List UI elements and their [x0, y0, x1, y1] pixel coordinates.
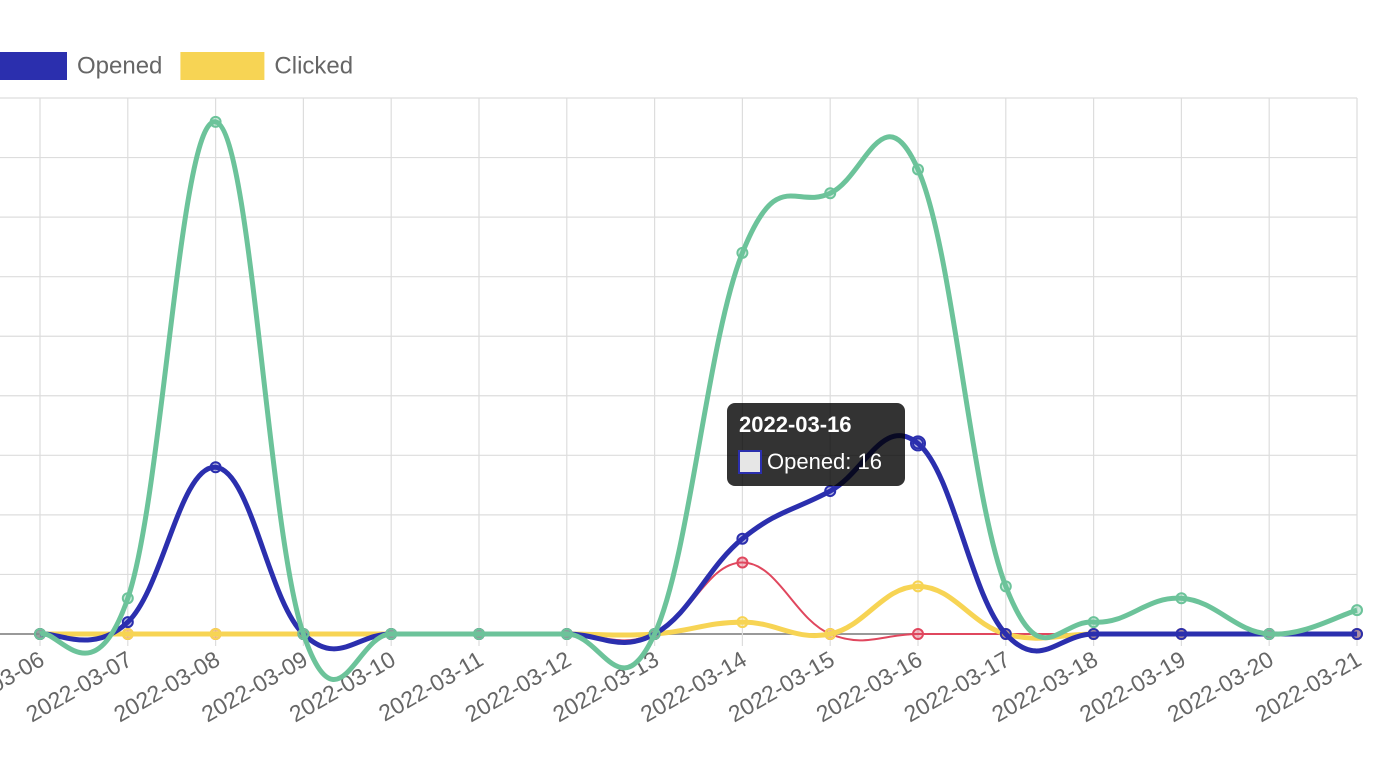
tooltip-box [727, 403, 905, 486]
data-point [736, 556, 749, 569]
data-point [1263, 628, 1276, 640]
tooltip-swatch [738, 450, 762, 474]
hover-point [910, 435, 926, 452]
data-point [824, 628, 837, 640]
data-point [1351, 628, 1363, 640]
data-point [912, 628, 924, 640]
data-point [999, 628, 1012, 640]
series-line [39, 119, 1358, 682]
data-point [1175, 628, 1188, 640]
data-point [297, 628, 310, 640]
data-point [1351, 604, 1363, 617]
data-point [912, 580, 924, 593]
tooltip-title: 2022-03-16 [739, 412, 852, 437]
data-point [824, 187, 837, 200]
data-point [912, 437, 924, 450]
data-point [121, 616, 134, 629]
data-point [736, 532, 749, 545]
data-point [473, 628, 485, 640]
data-point [648, 628, 661, 640]
data-point [999, 580, 1012, 593]
data-point [1087, 616, 1100, 629]
data-point [560, 628, 573, 640]
data-point [121, 628, 134, 640]
data-point [34, 628, 46, 640]
legend-label: Opened [77, 52, 162, 79]
data-point [121, 592, 134, 605]
tooltip: 2022-03-16 Opened: 16 [727, 403, 905, 486]
data-point [209, 628, 222, 640]
data-point [824, 485, 837, 498]
data-point [1087, 628, 1100, 640]
series-line [39, 433, 1357, 654]
legend-swatch [180, 52, 265, 80]
legend-label: Clicked [274, 52, 353, 79]
legend-swatch [0, 52, 67, 80]
data-point [736, 246, 749, 259]
data-point [736, 616, 749, 629]
tooltip-label: Opened: 16 [767, 449, 882, 474]
data-point [209, 115, 222, 128]
data-point [385, 628, 398, 640]
data-point [1175, 592, 1188, 605]
data-point [912, 163, 924, 176]
data-point [209, 461, 222, 474]
